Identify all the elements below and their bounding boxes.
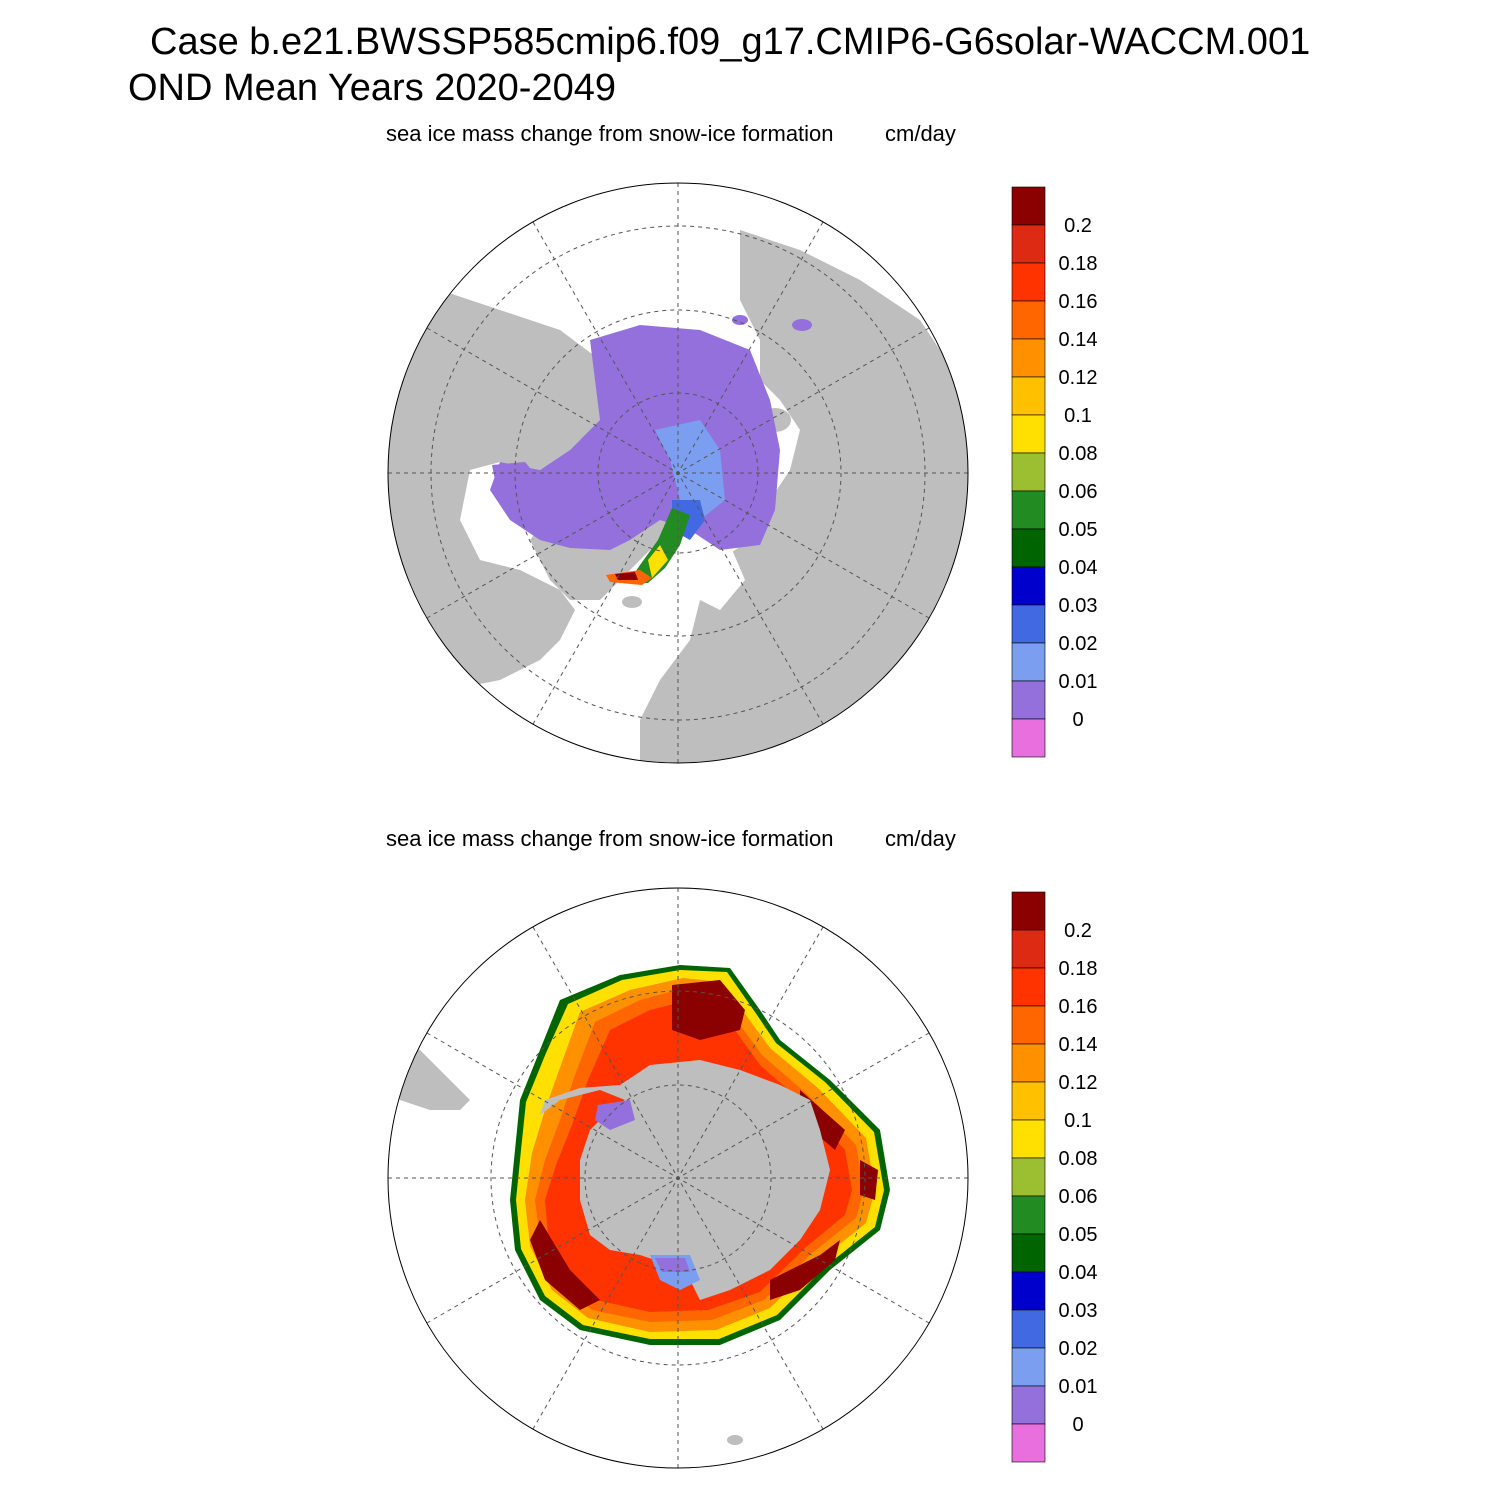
south-colorbar-box	[1011, 1347, 1046, 1387]
north-colorbar-box	[1011, 718, 1046, 758]
arctic-map	[387, 182, 969, 764]
north-colorbar-tick-label: 0.06	[1059, 481, 1098, 503]
north-colorbar-box	[1011, 376, 1046, 416]
north-colorbar-box	[1011, 528, 1046, 568]
north-colorbar-box	[1011, 186, 1046, 226]
south-colorbar-tick-label: 0.08	[1059, 1148, 1098, 1170]
north-colorbar-tick-label: 0.2	[1064, 215, 1092, 237]
north-colorbar-tick-label: 0.08	[1059, 443, 1098, 465]
south-colorbar-box	[1011, 1043, 1046, 1083]
south-colorbar-box	[1011, 1423, 1046, 1463]
south-colorbar-tick-label: 0.18	[1059, 958, 1098, 980]
south-colorbar: 0.2 0.18 0.16 0.14 0.12 0.1 0.08 0.06 0.05 0.04 0.…	[1011, 891, 1098, 1463]
north-variable-label: sea ice mass change from snow-ice format…	[386, 121, 834, 146]
south-colorbar-box	[1011, 1081, 1046, 1121]
south-colorbar-box	[1011, 1005, 1046, 1045]
south-units-label: cm/day	[885, 826, 956, 851]
eurasia-land	[640, 230, 968, 763]
north-colorbar-box	[1011, 642, 1046, 682]
north-colorbar-tick-label: 0.04	[1059, 557, 1098, 579]
south-colorbar-tick-label: 0.01	[1059, 1376, 1098, 1398]
north-colorbar-tick-label: 0.18	[1059, 253, 1098, 275]
south-colorbar-tick-label: 0.12	[1059, 1072, 1098, 1094]
north-colorbar-box	[1011, 452, 1046, 492]
south-variable-label: sea ice mass change from snow-ice format…	[386, 826, 834, 851]
north-units-label: cm/day	[885, 121, 956, 146]
south-colorbar-tick-label: 0.06	[1059, 1186, 1098, 1208]
season-years-title: OND Mean Years 2020-2049	[128, 67, 616, 109]
antarctic-map	[387, 887, 969, 1469]
north-colorbar-tick-label: 0.05	[1059, 519, 1098, 541]
south-colorbar-box	[1011, 1157, 1046, 1197]
north-colorbar-tick-label: 0.01	[1059, 671, 1098, 693]
north-colorbar-tick-label: 0.02	[1059, 633, 1098, 655]
case-title: Case b.e21.BWSSP585cmip6.f09_g17.CMIP6-G…	[150, 21, 1311, 63]
north-colorbar-box	[1011, 224, 1046, 264]
south-colorbar-box	[1011, 1271, 1046, 1311]
south-colorbar-box	[1011, 1309, 1046, 1349]
north-colorbar-box	[1011, 338, 1046, 378]
north-colorbar-box	[1011, 566, 1046, 606]
south-colorbar-box	[1011, 967, 1046, 1007]
north-colorbar-tick-label: 0.1	[1064, 405, 1092, 427]
north-colorbar-tick-label: 0.12	[1059, 367, 1098, 389]
north-colorbar-box	[1011, 490, 1046, 530]
south-colorbar-tick-label: 0.05	[1059, 1224, 1098, 1246]
north-colorbar-tick-label: 0.03	[1059, 595, 1098, 617]
south-colorbar-tick-label: 0.2	[1064, 920, 1092, 942]
south-colorbar-tick-label: 0.02	[1059, 1338, 1098, 1360]
north-colorbar-tick-label: 0.16	[1059, 291, 1098, 313]
north-colorbar-box	[1011, 300, 1046, 340]
south-colorbar-tick-label: 0.04	[1059, 1262, 1098, 1284]
north-colorbar-tick-label: 0.14	[1059, 329, 1098, 351]
south-colorbar-tick-label: 0	[1072, 1414, 1083, 1436]
south-colorbar-box	[1011, 1385, 1046, 1425]
north-colorbar: 0.2 0.18 0.16 0.14 0.12 0.1 0.08 0.06 0.05 0.04 0.…	[1011, 186, 1098, 758]
north-colorbar-box	[1011, 262, 1046, 302]
south-colorbar-box	[1011, 891, 1046, 931]
south-colorbar-tick-label: 0.03	[1059, 1300, 1098, 1322]
north-america-land	[388, 290, 620, 700]
south-colorbar-box	[1011, 929, 1046, 969]
north-colorbar-box	[1011, 604, 1046, 644]
south-colorbar-tick-label: 0.1	[1064, 1110, 1092, 1132]
south-colorbar-tick-label: 0.16	[1059, 996, 1098, 1018]
south-colorbar-box	[1011, 1119, 1046, 1159]
south-colorbar-box	[1011, 1233, 1046, 1273]
north-colorbar-box	[1011, 680, 1046, 720]
north-colorbar-box	[1011, 414, 1046, 454]
south-colorbar-box	[1011, 1195, 1046, 1235]
south-colorbar-tick-label: 0.14	[1059, 1034, 1098, 1056]
greenland-sea-tongue	[628, 508, 690, 583]
north-colorbar-tick-label: 0	[1072, 709, 1083, 731]
